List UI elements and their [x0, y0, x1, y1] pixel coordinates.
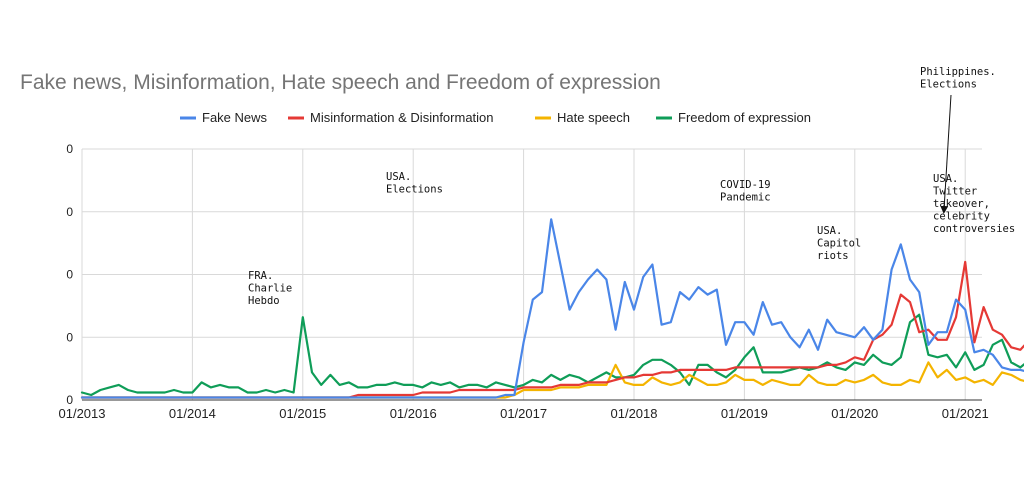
legend-label-3: Freedom of expression [678, 110, 811, 125]
x-tick-label-8: 01/2021 [942, 406, 989, 421]
y-tick-label-2: 0 [66, 268, 73, 282]
x-tick-label-6: 01/2019 [721, 406, 768, 421]
annotation-line: Philippines. [920, 66, 996, 78]
chart-title: Fake news, Misinformation, Hate speech a… [20, 71, 661, 94]
x-tick-label-3: 01/2016 [390, 406, 437, 421]
series-lines [80, 218, 1024, 399]
annotation-line: Twitter [933, 186, 977, 198]
annotation-line: Capitol [817, 238, 861, 250]
y-tick-label-1: 0 [66, 330, 73, 344]
annotation-line: USA. [817, 225, 842, 237]
annotation-line: Elections [386, 184, 443, 196]
legend: Fake News Misinformation & Disinformation… [180, 110, 811, 125]
x-tick-label-4: 01/2017 [500, 406, 547, 421]
legend-label-1: Misinformation & Disinformation [310, 110, 494, 125]
annotation-line: COVID-19 [720, 179, 771, 191]
y-tick-label-3: 0 [66, 205, 73, 219]
annotation-4: Philippines.Elections [920, 66, 996, 91]
legend-label-2: Hate speech [557, 110, 630, 125]
x-tick-label-0: 01/2013 [59, 406, 106, 421]
annotation-arrow [940, 94, 952, 214]
annotation-line: FRA. [248, 270, 273, 282]
annotation-line: controversies [933, 223, 1015, 235]
annotation-line: Hebdo [248, 295, 280, 307]
annotation-line: celebrity [933, 211, 990, 223]
series-line-0 [80, 218, 1024, 399]
y-tick-label-0: 0 [66, 393, 73, 407]
y-tick-label-4: 0 [66, 142, 73, 156]
series-line-3 [80, 313, 1024, 397]
x-tick-label-5: 01/2018 [611, 406, 658, 421]
annotation-line: Charlie [248, 283, 292, 295]
annotation-1: USA.Elections [386, 171, 443, 196]
legend-label-0: Fake News [202, 110, 268, 125]
annotation-line: riots [817, 250, 849, 262]
gridlines [81, 148, 982, 401]
annotation-line: Elections [920, 79, 977, 91]
y-axis-ticks: 0 0 0 0 0 [66, 142, 73, 407]
x-axis-ticks: 01/2013 01/2014 01/2015 01/2016 01/2017 01/20… [59, 406, 989, 421]
annotation-line: USA. [386, 171, 411, 183]
x-tick-label-7: 01/2020 [831, 406, 878, 421]
x-tick-label-2: 01/2015 [279, 406, 326, 421]
annotation-line: Pandemic [720, 192, 771, 204]
x-tick-label-1: 01/2014 [169, 406, 216, 421]
annotation-line: takeover, [933, 198, 990, 210]
